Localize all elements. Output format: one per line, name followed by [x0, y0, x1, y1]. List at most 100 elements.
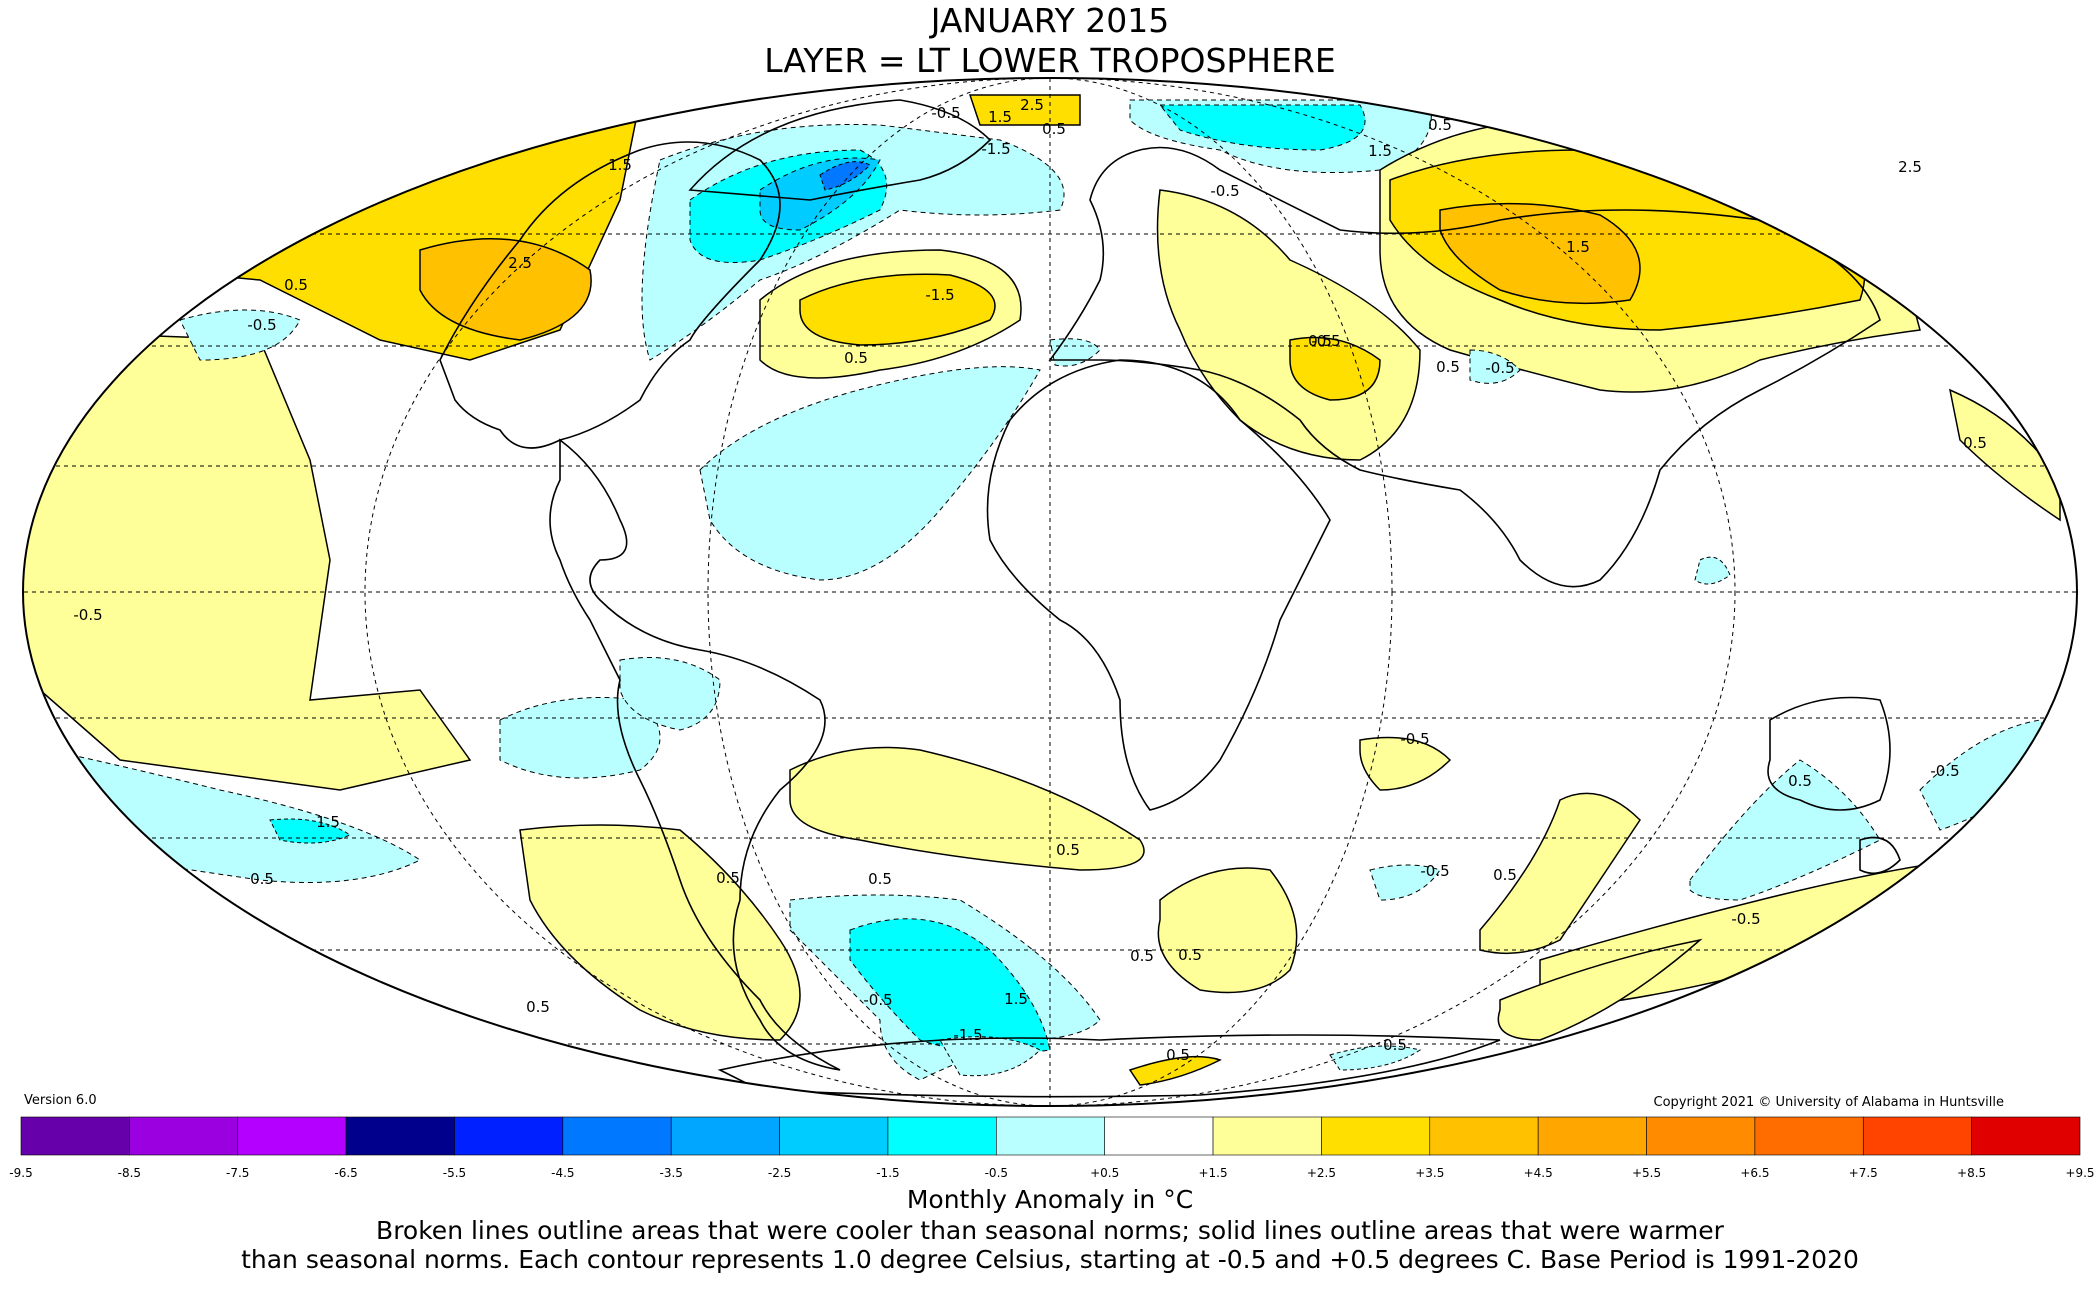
version-label: Version 6.0 [24, 1093, 97, 1108]
anomaly-fields [23, 78, 2077, 1106]
colorbar-cell [20, 1116, 130, 1156]
contour-label: -1.5 [953, 1026, 982, 1044]
colorbar-tick-label: -7.5 [226, 1166, 250, 1180]
colorbar-tick-label: -2.5 [767, 1166, 792, 1180]
colorbar-cell [1321, 1116, 1431, 1156]
contour-label: -0.5 [1731, 910, 1760, 928]
anomaly-region [1158, 104, 1366, 151]
colorbar-cell [1754, 1116, 1864, 1156]
anomaly-region [1694, 556, 1731, 585]
anomaly-region [179, 309, 301, 361]
anomaly-region [1049, 338, 1101, 367]
note-line-1: Broken lines outline areas that were coo… [376, 1216, 1724, 1245]
colorbar-tick-label: +4.5 [1523, 1166, 1553, 1180]
contour-label: -1.5 [925, 286, 954, 304]
contour-label: 0.5 [1788, 772, 1812, 790]
anomaly-region [968, 94, 1081, 126]
anomaly-map: 2.5 1.5 0.5 -0.5 -1.5 2.5 1.5 0.5 -0.5 2.5 1.5 0.5 -… [22, 77, 2078, 1107]
contour-label: 0.5 [844, 349, 868, 367]
contour-labels: 2.5 1.5 0.5 -0.5 -1.5 2.5 1.5 0.5 -0.5 2.5 1.5 0.5 -… [73, 96, 1987, 1064]
anomaly-region [1289, 336, 1381, 401]
colorbar-cell [454, 1116, 564, 1156]
colorbar-tick-label: +6.5 [1740, 1166, 1770, 1180]
colorbar-cell [1104, 1116, 1214, 1156]
colorbar-tick-label: -6.5 [334, 1166, 358, 1180]
contour-label: 1.5 [1566, 238, 1590, 256]
colorbar-cell [670, 1116, 780, 1156]
contour-label: 2.5 [1898, 158, 1922, 176]
colorbar-tick-label: +5.5 [1631, 1166, 1662, 1180]
anomaly-region [849, 918, 1051, 1054]
anomaly-region [1469, 349, 1521, 384]
colorbar-tick-label: -1.5 [876, 1166, 900, 1180]
contour-label: 0.5 [1963, 434, 1987, 452]
anomaly-region [419, 238, 592, 341]
contour-label: 0.5 [526, 998, 550, 1016]
contour-label: 0.5 [1056, 841, 1080, 859]
contour-label: 0.5 [716, 869, 740, 887]
map-title: JANUARY 2015 [930, 1, 1170, 40]
contour-label: 0.5 [868, 870, 892, 888]
colorbar-tick-label: +3.5 [1415, 1166, 1445, 1180]
colorbar-cell [1212, 1116, 1322, 1156]
colorbar-tick-label: -8.5 [117, 1166, 142, 1180]
anomaly-region [699, 366, 1041, 581]
contour-label: -0.5 [1420, 862, 1449, 880]
colorbar-cell [887, 1116, 997, 1156]
colorbar-cell [1971, 1116, 2081, 1156]
colorbar-cell [562, 1116, 672, 1156]
anomaly-region [819, 161, 871, 191]
graticule [23, 78, 2077, 1106]
contour-label: -0.5 [1485, 359, 1514, 377]
contour-label: -0.5 [863, 991, 892, 1009]
anomaly-region [619, 657, 721, 731]
colorbar-tick-label: +0.5 [1090, 1166, 1120, 1180]
contour-label: 0.5 [1042, 120, 1066, 138]
contour-label: 0.5 [1178, 946, 1202, 964]
contour-label: 2.5 [508, 254, 532, 272]
contour-label: 0.5 [1308, 332, 1332, 350]
contour-label: 2.5 [1020, 96, 1044, 114]
contour-label: 0.5 [1383, 1036, 1407, 1054]
note-line-2: than seasonal norms. Each contour repres… [241, 1245, 1859, 1274]
colorbar-cell [1537, 1116, 1647, 1156]
anomaly-region [1157, 867, 1298, 994]
colorbar-tick-label: +2.5 [1306, 1166, 1336, 1180]
colorbar-cell [1862, 1116, 1972, 1156]
colorbar-cell [237, 1116, 347, 1156]
colorbar-tick-label: +7.5 [1848, 1166, 1878, 1180]
colorbar-tick-label: +8.5 [1957, 1166, 1987, 1180]
contour-label: -0.5 [931, 104, 960, 122]
colorbar-cell [996, 1116, 1105, 1156]
contour-label: 1.5 [608, 156, 632, 174]
contour-label: -0.5 [73, 606, 102, 624]
anomaly-region [1359, 736, 1452, 791]
anomaly-region [1439, 202, 1641, 305]
contour-label: 0.5 [1130, 947, 1154, 965]
map-subtitle: LAYER = LT LOWER TROPOSPHERE [764, 41, 1336, 80]
copyright-label: Copyright 2021 © University of Alabama i… [1653, 1095, 2004, 1110]
contour-label: 0.5 [284, 276, 308, 294]
anomaly-region [789, 746, 1145, 871]
contour-label: 1.5 [316, 813, 340, 831]
contour-label: 0.5 [250, 870, 274, 888]
colorbar-cell [129, 1116, 239, 1156]
contour-label: 0.5 [1493, 866, 1517, 884]
anomaly-region [1689, 759, 1881, 901]
colorbar-cell [779, 1116, 889, 1156]
anomaly-region [1497, 938, 1703, 1041]
contour-label: -0.5 [1930, 762, 1959, 780]
anomaly-region [799, 273, 996, 346]
colorbar-tick-label: +1.5 [1198, 1166, 1228, 1180]
map-boundary [22, 77, 2078, 1107]
contour-label: -0.5 [1400, 730, 1429, 748]
contour-label: 0.5 [1166, 1046, 1190, 1064]
contour-label: 1.5 [1368, 142, 1392, 160]
colorbar-cell [1429, 1116, 1539, 1156]
contour-label: 0.5 [1428, 116, 1452, 134]
colorbar-tick-label: +9.5 [2065, 1166, 2095, 1180]
colorbar-tick-label: -4.5 [551, 1166, 575, 1180]
contour-label: -1.5 [981, 140, 1010, 158]
anomaly-region [519, 824, 801, 1041]
anomaly-region [1329, 1045, 1422, 1071]
